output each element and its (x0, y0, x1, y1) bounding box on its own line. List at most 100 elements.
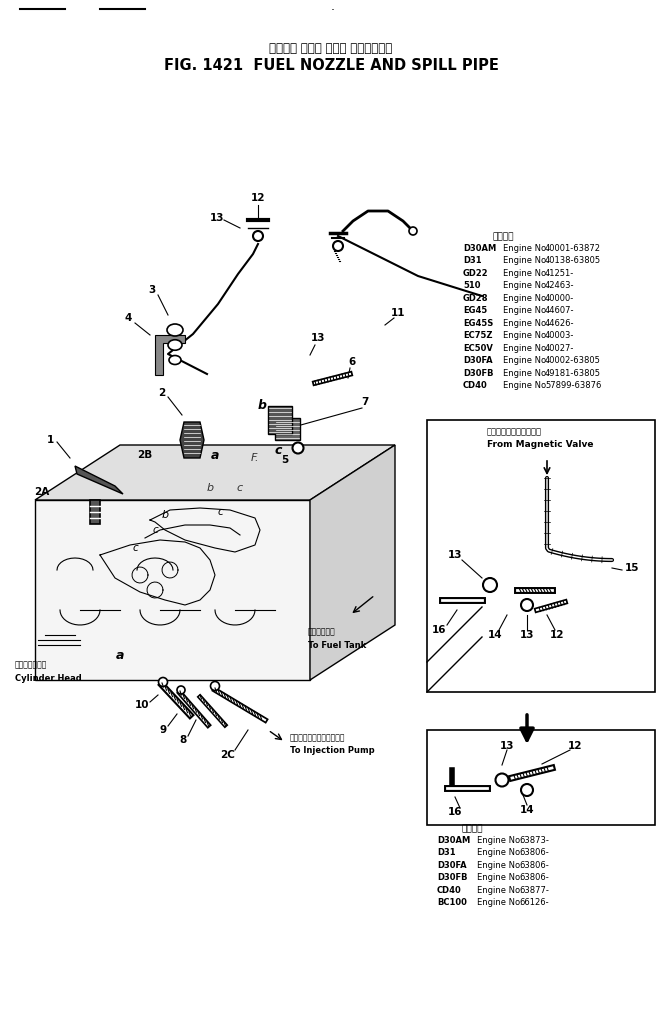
Polygon shape (180, 422, 204, 458)
Text: 44626-: 44626- (545, 318, 575, 327)
Text: フェエル ノズル および スピルパイプ: フェエル ノズル および スピルパイプ (269, 42, 393, 55)
Text: EC75Z: EC75Z (463, 331, 493, 340)
Text: 40003-: 40003- (545, 331, 575, 340)
Text: 2A: 2A (34, 487, 50, 497)
Text: Engine No.: Engine No. (477, 860, 522, 869)
Text: c: c (237, 482, 243, 492)
Text: c: c (132, 543, 138, 553)
Text: To Injection Pump: To Injection Pump (290, 746, 375, 755)
Ellipse shape (521, 784, 533, 796)
Text: 40002-63805: 40002-63805 (545, 356, 601, 365)
Text: D30FB: D30FB (463, 369, 493, 378)
Bar (427, 420, 655, 692)
Text: 57899-63876: 57899-63876 (545, 381, 601, 390)
Polygon shape (90, 500, 100, 524)
Text: 44607-: 44607- (545, 306, 575, 315)
Text: Engine No.: Engine No. (477, 848, 522, 857)
Text: 2: 2 (158, 388, 166, 398)
Text: Engine No.: Engine No. (503, 381, 549, 390)
Text: 13: 13 (210, 213, 224, 223)
Text: CD40: CD40 (463, 381, 488, 390)
Text: 41251-: 41251- (545, 268, 574, 278)
Text: GD28: GD28 (463, 294, 489, 303)
Text: 13: 13 (520, 630, 534, 640)
Text: b: b (258, 398, 267, 411)
Bar (275, 418, 300, 440)
Text: To Fuel Tank: To Fuel Tank (308, 640, 366, 649)
Text: EC50V: EC50V (463, 343, 493, 353)
Text: 66126-: 66126- (519, 898, 549, 907)
Text: D30AM: D30AM (463, 243, 496, 252)
Text: 燃料タンクへ: 燃料タンクへ (308, 627, 336, 636)
Text: 14: 14 (520, 805, 534, 815)
Text: Engine No.: Engine No. (503, 268, 549, 278)
Text: EG45S: EG45S (463, 318, 493, 327)
Text: 40000-: 40000- (545, 294, 574, 303)
Ellipse shape (253, 231, 263, 241)
Ellipse shape (168, 339, 182, 350)
Text: Engine No.: Engine No. (503, 356, 549, 365)
Text: 9: 9 (160, 725, 167, 735)
Text: 11: 11 (391, 308, 405, 318)
Text: 40001-63872: 40001-63872 (545, 243, 601, 252)
Text: 63806-: 63806- (519, 873, 549, 882)
Text: Engine No.: Engine No. (477, 898, 522, 907)
Text: 49181-63805: 49181-63805 (545, 369, 601, 378)
Ellipse shape (158, 678, 167, 687)
Polygon shape (35, 445, 395, 500)
Text: Cylinder Head: Cylinder Head (15, 674, 81, 683)
Text: 14: 14 (488, 630, 502, 640)
Text: 63806-: 63806- (519, 860, 549, 869)
Ellipse shape (167, 324, 183, 336)
Text: 7: 7 (361, 397, 369, 407)
Text: F.: F. (251, 453, 260, 463)
Ellipse shape (483, 578, 497, 592)
Text: 12: 12 (549, 630, 564, 640)
Text: 4: 4 (124, 313, 132, 323)
Text: 12: 12 (568, 741, 583, 751)
Text: 16: 16 (432, 625, 446, 635)
Text: Engine No.: Engine No. (477, 836, 522, 845)
Text: 適用号機: 適用号機 (493, 233, 514, 241)
Ellipse shape (333, 241, 343, 251)
Polygon shape (155, 335, 185, 375)
Text: D30AM: D30AM (437, 836, 470, 845)
Text: 12: 12 (251, 193, 265, 203)
Text: 1: 1 (46, 435, 54, 445)
Text: Engine No.: Engine No. (477, 873, 522, 882)
Text: c: c (217, 506, 223, 517)
Text: BC100: BC100 (437, 898, 467, 907)
Text: D30FA: D30FA (437, 860, 467, 869)
Text: Engine No.: Engine No. (503, 331, 549, 340)
Text: 63806-: 63806- (519, 848, 549, 857)
Text: Engine No.: Engine No. (503, 306, 549, 315)
Text: 40138-63805: 40138-63805 (545, 256, 601, 265)
Text: 63877-: 63877- (519, 885, 549, 894)
Text: D31: D31 (463, 256, 482, 265)
Text: 2C: 2C (220, 750, 236, 760)
Text: 3: 3 (148, 285, 156, 295)
Text: マグネチックバルブから: マグネチックバルブから (487, 427, 542, 437)
Text: Engine No.: Engine No. (503, 343, 549, 353)
Text: FIG. 1421  FUEL NOZZLE AND SPILL PIPE: FIG. 1421 FUEL NOZZLE AND SPILL PIPE (164, 58, 498, 73)
Text: a: a (211, 449, 219, 462)
Text: a: a (116, 648, 124, 661)
Text: 16: 16 (448, 807, 462, 817)
Text: 8: 8 (179, 735, 187, 745)
Polygon shape (310, 445, 395, 680)
Text: 13: 13 (310, 333, 325, 343)
Ellipse shape (293, 443, 303, 454)
Text: 13: 13 (500, 741, 514, 751)
Text: インジェクションポンプへ: インジェクションポンプへ (290, 733, 346, 743)
Text: Engine No.: Engine No. (477, 885, 522, 894)
Text: 6: 6 (348, 357, 355, 367)
Text: 510: 510 (463, 281, 481, 290)
Text: 15: 15 (625, 563, 639, 573)
Text: 13: 13 (448, 550, 462, 560)
Text: Engine No.: Engine No. (503, 243, 549, 252)
Text: b: b (162, 510, 169, 520)
Text: EG45: EG45 (463, 306, 487, 315)
Text: D30FA: D30FA (463, 356, 493, 365)
Text: 40027-: 40027- (545, 343, 575, 353)
Text: D30FB: D30FB (437, 873, 467, 882)
